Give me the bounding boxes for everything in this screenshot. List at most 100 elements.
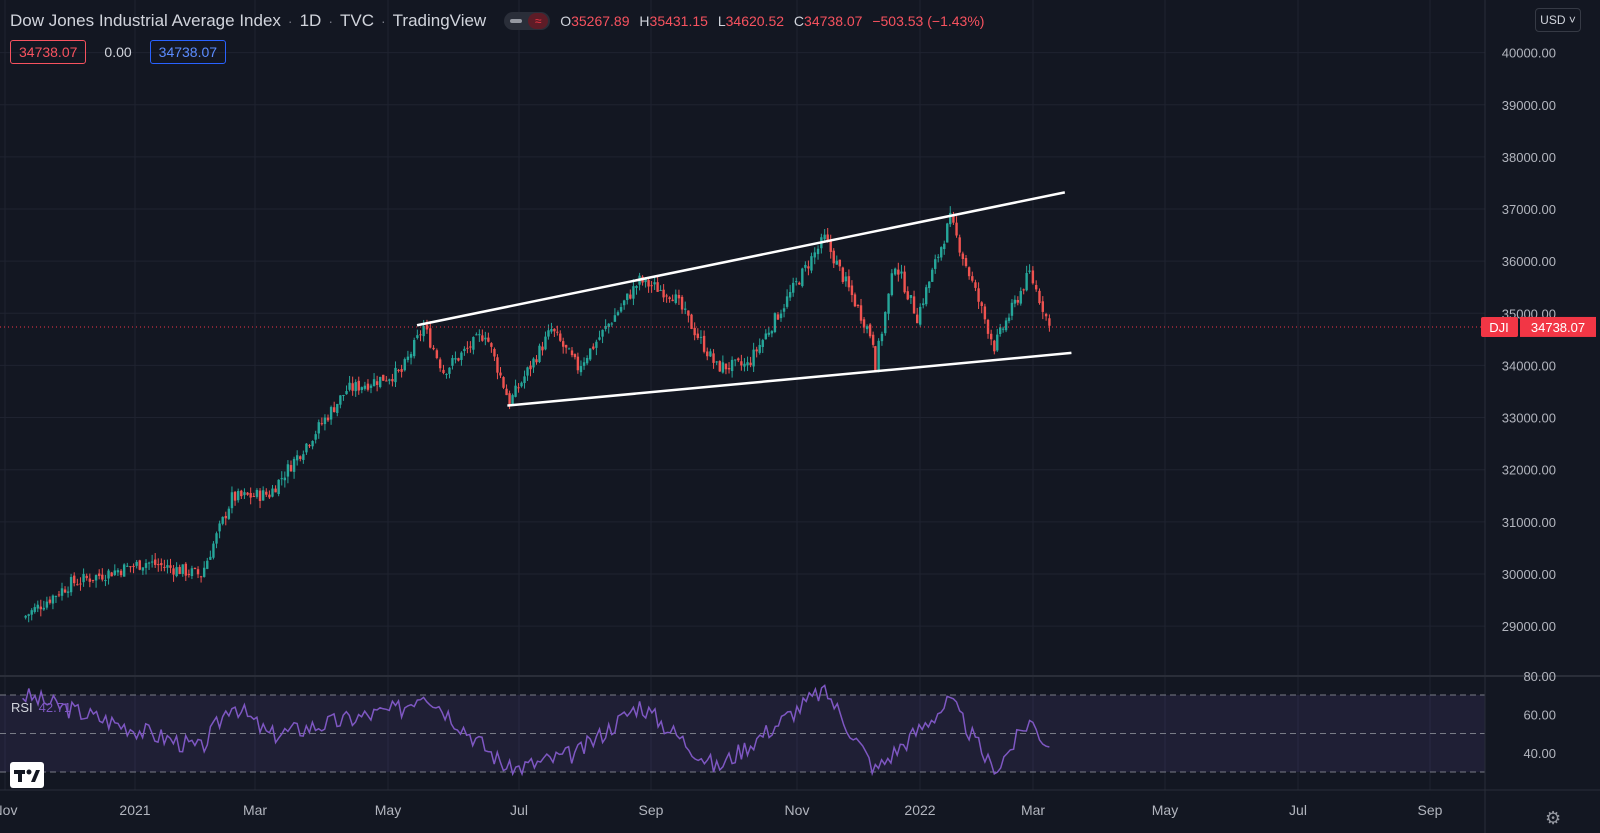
candle-body	[409, 354, 413, 358]
candle-body	[925, 287, 928, 305]
candle-body	[369, 385, 373, 388]
candle-body	[218, 523, 221, 532]
time-axis-tick-label: May	[375, 802, 401, 818]
symbol-name[interactable]: Dow Jones Industrial Average Index	[10, 11, 281, 30]
last-price-tag	[1520, 316, 1596, 337]
candle-body	[258, 490, 262, 501]
candle-body	[54, 596, 58, 598]
candle-body	[684, 308, 687, 310]
candle-body	[559, 333, 562, 341]
candle-body	[345, 391, 348, 395]
chevron-down-icon: ˅	[1565, 13, 1576, 27]
candle-body	[451, 358, 454, 366]
candle-body	[570, 350, 574, 356]
candle-body	[767, 332, 771, 335]
rsi-axis-tick-label: 60.00	[1523, 707, 1556, 722]
candle-body	[706, 351, 709, 357]
candle-body	[487, 337, 490, 342]
candle-body	[126, 565, 129, 567]
candle-body	[826, 234, 829, 241]
sell-price-button[interactable]: 34738.07	[10, 40, 87, 64]
market-status-toggle[interactable]: ≈	[504, 12, 551, 30]
trendline[interactable]	[507, 351, 1072, 407]
candle-body	[523, 376, 526, 384]
rsi-name: RSI	[11, 700, 33, 715]
candle-body	[616, 312, 620, 316]
candle-body	[674, 294, 677, 303]
candle-body	[850, 285, 854, 296]
candle-body	[466, 347, 469, 349]
candle-body	[91, 579, 95, 581]
candle-body	[690, 314, 693, 329]
candle-body	[82, 573, 85, 583]
candle-body	[912, 296, 916, 314]
candle-body	[190, 568, 194, 577]
candle-body	[196, 569, 200, 575]
candle-body	[709, 351, 712, 357]
candle-body	[919, 306, 922, 325]
buy-price-button[interactable]: 34738.07	[149, 40, 227, 64]
currency-selector[interactable]: USD ˅	[1535, 8, 1581, 32]
candle-body	[798, 282, 801, 285]
candle-body	[215, 533, 218, 544]
candle-body	[785, 296, 789, 307]
price-axis-tick-label: 29000.00	[1502, 619, 1556, 634]
candle-body	[57, 594, 61, 596]
candle-body	[715, 361, 718, 363]
candle-body	[227, 508, 231, 519]
dot-separator: ·	[380, 13, 386, 29]
candle-body	[832, 250, 835, 264]
candle-body	[816, 248, 820, 255]
settings-gear-icon[interactable]: ⚙	[1545, 808, 1562, 828]
candle-body	[448, 367, 451, 374]
candle-body	[101, 574, 104, 580]
candle-body	[922, 303, 925, 306]
candle-body	[974, 282, 977, 288]
spread-value: 0.00	[104, 44, 132, 60]
candle-body	[529, 365, 532, 370]
candle-body	[779, 313, 783, 319]
tradingview-logo-icon[interactable]	[10, 762, 44, 788]
price-tag-symbol: DJI	[1489, 320, 1509, 335]
candle-body	[132, 565, 135, 567]
candle-body	[940, 247, 943, 258]
candle-body	[1001, 328, 1005, 330]
trendline[interactable]	[416, 191, 1066, 327]
price-axis-tick-label: 40000.00	[1502, 46, 1556, 61]
candle-body	[351, 383, 354, 391]
candle-body	[665, 295, 668, 297]
candle-body	[221, 516, 224, 524]
time-axis-tick-label: Mar	[1021, 802, 1045, 818]
rsi-legend[interactable]: RSI 42.71	[11, 700, 71, 715]
price-axis-background[interactable]	[1485, 0, 1600, 833]
candle-body	[520, 382, 523, 387]
candle-body	[561, 341, 565, 347]
candle-body	[567, 348, 571, 350]
candle-body	[844, 276, 848, 282]
candle-body	[425, 324, 429, 330]
candle-body	[1028, 270, 1031, 272]
candle-body	[422, 325, 425, 337]
price-axis-tick-label: 30000.00	[1502, 567, 1556, 582]
candle-body	[295, 455, 299, 461]
candle-body	[721, 362, 725, 373]
candle-body	[564, 344, 568, 348]
candle-body	[104, 580, 107, 582]
interval-label[interactable]: 1D	[299, 11, 322, 30]
candle-body	[1034, 285, 1038, 290]
candle-body	[659, 290, 662, 292]
candle-body	[693, 327, 696, 336]
candle-body	[1025, 273, 1028, 291]
candle-body	[268, 494, 271, 498]
candle-body	[493, 348, 496, 357]
candle-body	[983, 306, 987, 320]
candle-body	[931, 269, 934, 282]
candle-body	[718, 361, 721, 372]
candle-body	[233, 491, 237, 501]
candle-body	[868, 324, 872, 337]
time-axis-tick-label: Jul	[510, 802, 528, 818]
time-axis-tick-label: 2022	[904, 802, 935, 818]
candle-body	[841, 267, 845, 282]
